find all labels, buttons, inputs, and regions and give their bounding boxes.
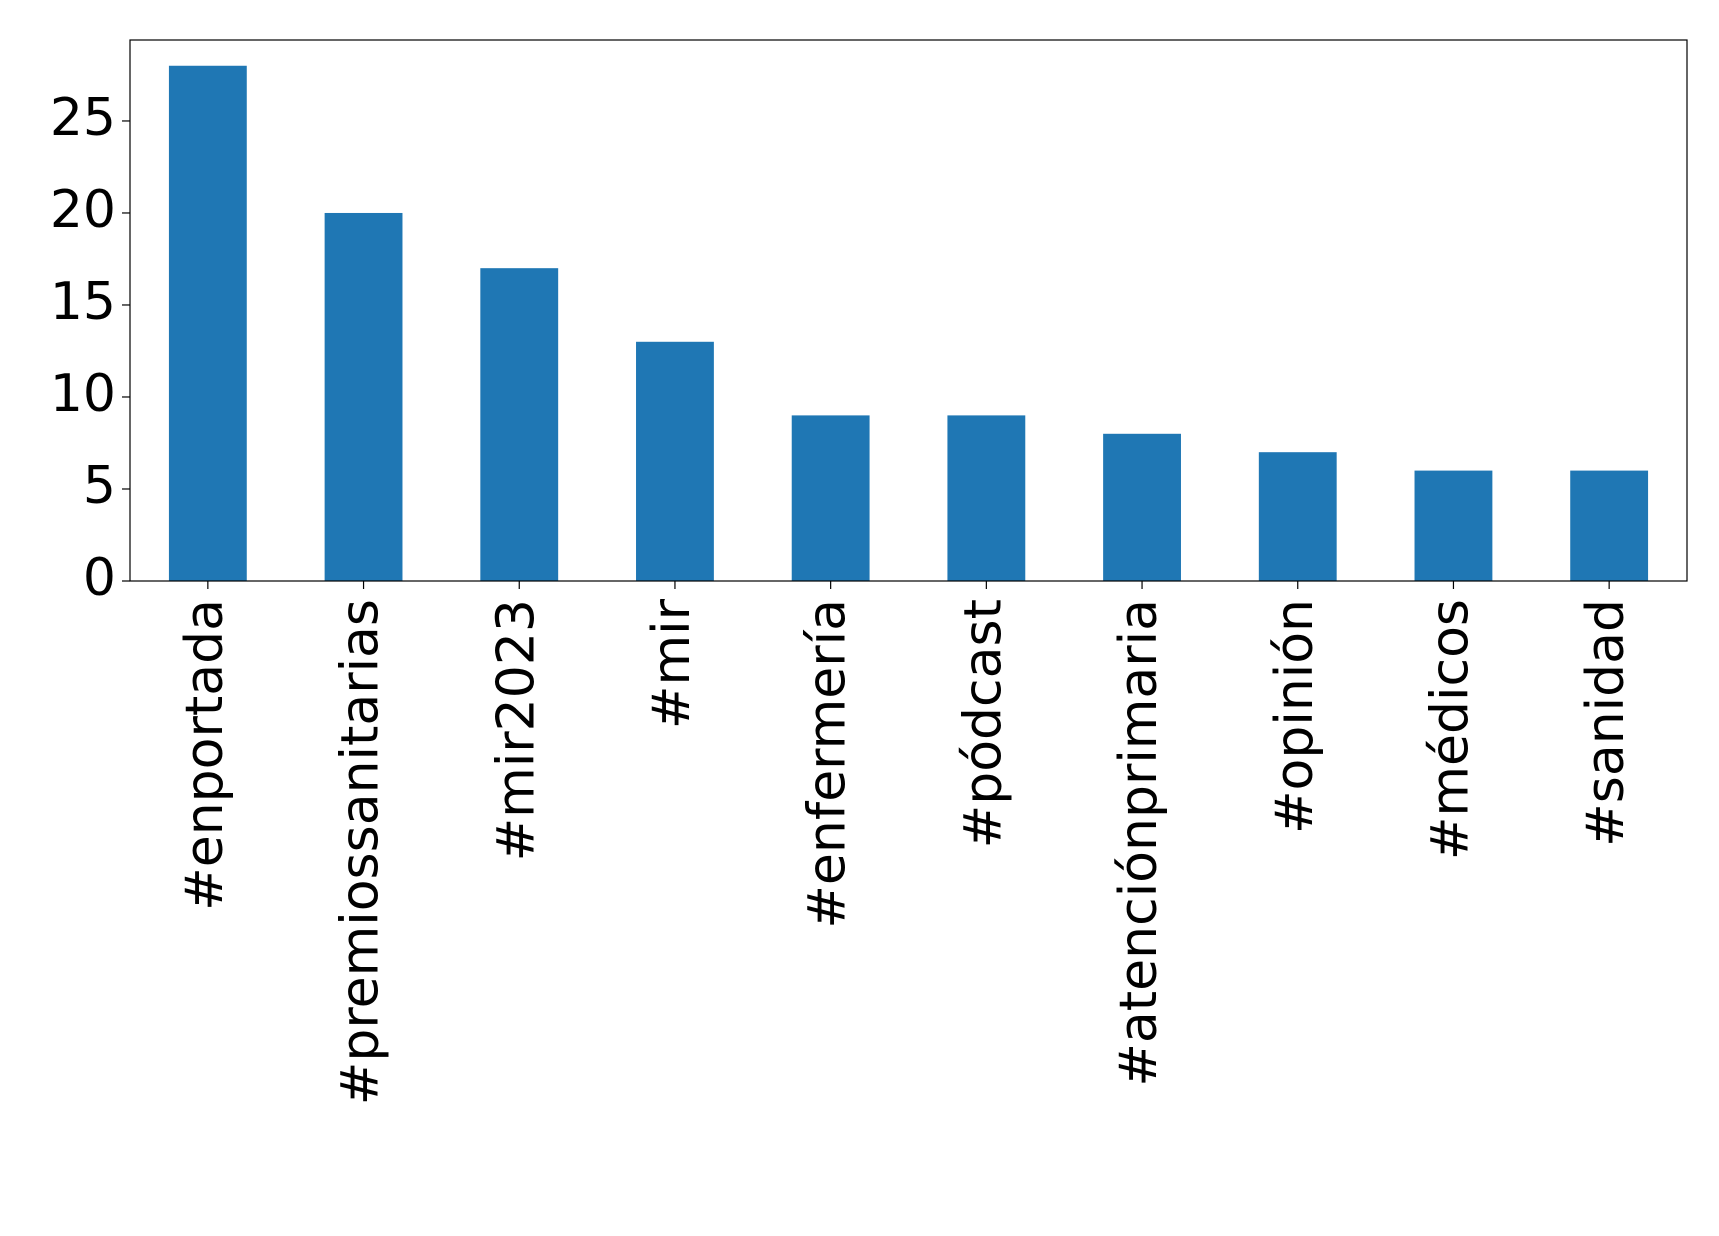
y-tick-label: 5: [83, 456, 116, 516]
bar: [791, 415, 870, 581]
x-tick-label: #mir: [642, 598, 702, 729]
x-tick-label: #mir2023: [486, 599, 546, 861]
y-tick-label: 15: [50, 272, 116, 332]
x-tick-label: #opinión: [1265, 599, 1325, 834]
y-tick-label: 10: [50, 364, 116, 424]
bar: [480, 268, 559, 581]
bar: [324, 212, 403, 582]
y-tick-label: 25: [50, 88, 116, 148]
x-tick-label: #médicos: [1420, 599, 1480, 860]
bar: [947, 415, 1026, 581]
x-tick-label: #pódcast: [953, 599, 1013, 848]
bar: [636, 341, 714, 581]
bar: [1103, 433, 1181, 581]
x-tick-label: #atenciónprimaria: [1109, 599, 1169, 1087]
x-tick-label: #sanidad: [1576, 599, 1636, 847]
y-tick-label: 0: [83, 548, 116, 608]
y-tick-label: 20: [50, 180, 116, 240]
plot-frame: [129, 39, 1688, 582]
bar: [168, 65, 247, 581]
x-tick-label: #enfermería: [798, 599, 858, 929]
bar: [1414, 470, 1493, 581]
x-tick-label: #premiossanitarias: [331, 599, 391, 1105]
x-tick-label: #enportada: [175, 599, 235, 911]
bar: [1570, 470, 1649, 581]
bar: [1258, 452, 1337, 581]
